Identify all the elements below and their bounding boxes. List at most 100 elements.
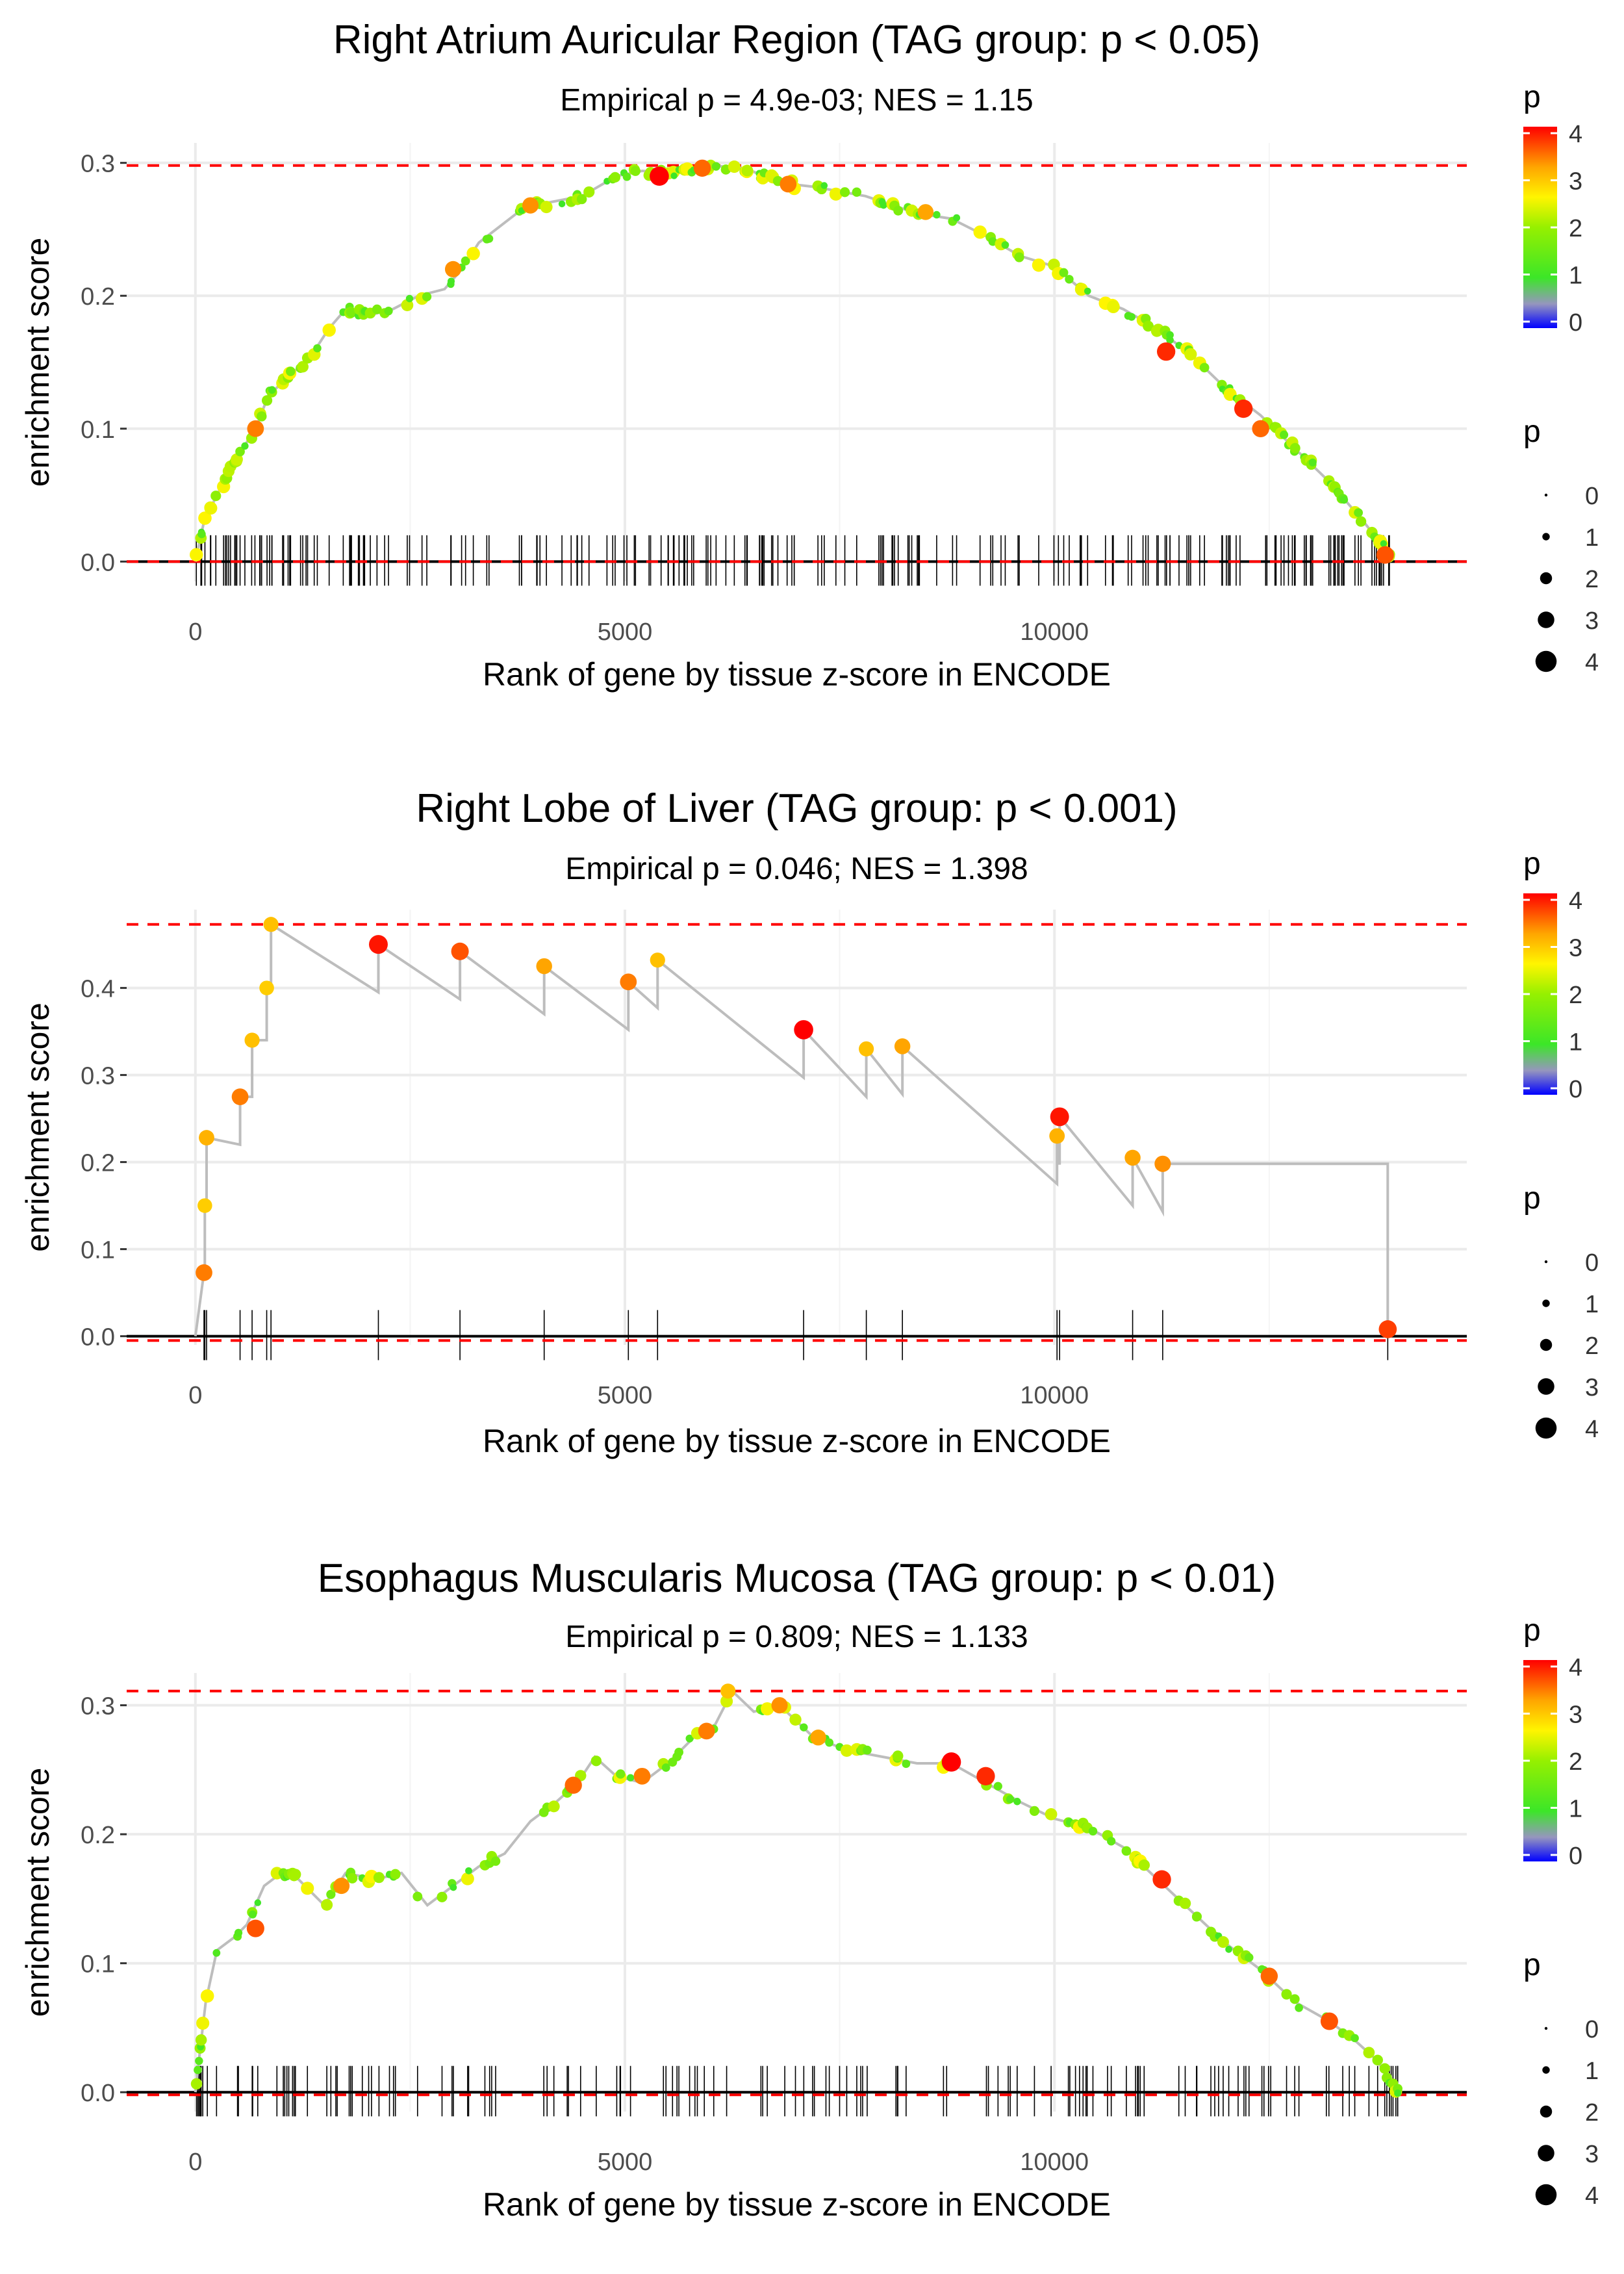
color-bar-label: 3 <box>1569 168 1582 196</box>
enrichment-point <box>1138 1859 1150 1871</box>
enrichment-point <box>1217 1935 1229 1948</box>
enrichment-point <box>1143 320 1154 332</box>
enrichment-point <box>1380 540 1388 547</box>
enrichment-point <box>197 530 206 539</box>
enrichment-point <box>461 1872 474 1885</box>
enrichment-point <box>1379 2063 1390 2074</box>
enrichment-point <box>1280 430 1289 439</box>
enrichment-point <box>1339 496 1349 504</box>
size-legend-label: 0 <box>1585 483 1599 510</box>
enrichment-point <box>244 1032 260 1048</box>
legend: p 4 3 2 1 0 p 0 1 2 3 4 <box>1523 1613 1599 2210</box>
enrichment-point <box>1308 458 1317 466</box>
enrichment-point <box>259 980 274 995</box>
size-legend-label: 2 <box>1585 2099 1599 2127</box>
enrichment-point <box>461 256 470 266</box>
enrichment-point <box>1245 1953 1254 1962</box>
enrichment-point <box>384 307 393 316</box>
enrichment-point <box>609 172 621 183</box>
enrichment-point <box>194 2065 202 2075</box>
enrichment-point-highlight <box>1252 420 1269 437</box>
y-tick-label: 0.3 <box>81 1693 115 1720</box>
enrichment-point <box>346 308 357 318</box>
enrichment-point <box>711 162 720 171</box>
enrichment-point <box>800 1723 808 1731</box>
color-bar-label: 4 <box>1569 1654 1582 1681</box>
enrichment-line <box>194 922 1389 1336</box>
y-axis-label: enrichment score <box>19 1003 56 1252</box>
x-tick-label: 10000 <box>1020 619 1089 646</box>
enrichment-point <box>829 187 843 201</box>
color-bar-label: 0 <box>1569 1843 1582 1870</box>
enrichment-point <box>1049 1128 1065 1144</box>
enrichment-point-highlight <box>633 1767 651 1785</box>
x-tick-label: 5000 <box>598 1382 653 1409</box>
enrichment-point-highlight <box>693 159 711 177</box>
enrichment-point-highlight <box>247 420 264 437</box>
enrichment-point <box>670 172 678 179</box>
enrichment-point <box>558 200 566 208</box>
enrichment-point <box>622 172 631 181</box>
enrichment-point <box>390 1869 401 1880</box>
size-legend-title: p <box>1523 415 1541 449</box>
legend: p 4 3 2 1 0 p 0 1 2 3 4 <box>1523 847 1599 1443</box>
size-legend-label: 4 <box>1585 1416 1599 1443</box>
enrichment-point <box>326 1889 336 1899</box>
enrichment-point <box>263 917 279 932</box>
size-legend-label: 3 <box>1585 607 1599 635</box>
enrichment-point-highlight <box>1152 1870 1171 1889</box>
enrichment-point <box>1363 2047 1375 2059</box>
enrichment-point <box>321 1898 333 1911</box>
size-legend-dot <box>1544 1260 1548 1264</box>
enrichment-point <box>902 1759 911 1769</box>
color-bar-label: 2 <box>1569 215 1582 242</box>
enrichment-point <box>1006 1795 1015 1804</box>
enrichment-point <box>1107 1837 1116 1846</box>
enrichment-point-highlight <box>650 166 669 186</box>
enrichment-point <box>198 511 212 525</box>
x-tick-label: 0 <box>188 1382 202 1409</box>
size-legend-dot <box>1535 2184 1557 2206</box>
enrichment-point <box>892 1750 904 1761</box>
size-legend-dot <box>1544 2026 1548 2030</box>
enrichment-point-highlight <box>565 1776 582 1794</box>
chart-subtitle: Empirical p = 0.809; NES = 1.133 <box>565 1620 1028 1654</box>
size-legend-label: 4 <box>1585 649 1599 676</box>
y-axis-label: enrichment score <box>19 1768 56 2017</box>
gridlines <box>127 143 1467 581</box>
enrichment-point-highlight <box>246 1919 264 1937</box>
enrichment-point <box>1032 258 1046 272</box>
enrichment-point <box>1088 1826 1098 1836</box>
enrichment-point <box>1128 313 1136 321</box>
enrichment-point <box>195 2056 203 2065</box>
color-legend-title: p <box>1523 847 1541 881</box>
enrichment-point <box>894 1038 911 1054</box>
enrichment-point <box>1191 1911 1202 1922</box>
color-bar-label: 3 <box>1569 1702 1582 1729</box>
enrichment-point <box>1354 508 1364 517</box>
enrichment-point <box>863 1745 872 1755</box>
enrichment-point <box>1351 2034 1359 2043</box>
size-legend-label: 2 <box>1585 1333 1599 1360</box>
size-legend-label: 3 <box>1585 1374 1599 1401</box>
enrichment-point-highlight <box>1376 546 1394 564</box>
enrichment-point <box>485 234 494 243</box>
enrichment-point <box>1059 268 1069 277</box>
x-tick-label: 10000 <box>1020 1382 1089 1409</box>
chart-title: Right Lobe of Liver (TAG group: p < 0.00… <box>416 786 1177 831</box>
enrichment-point <box>1121 1846 1132 1856</box>
enrichment-point <box>196 2016 210 2030</box>
enrichment-point <box>290 1869 301 1880</box>
size-legend-label: 1 <box>1585 1291 1599 1318</box>
enrichment-point <box>200 1989 214 2003</box>
enrichment-point <box>450 1884 457 1891</box>
size-legend-dot <box>1542 533 1550 541</box>
enrichment-point <box>973 225 987 239</box>
size-legend-dot <box>1538 611 1554 628</box>
enrichment-point <box>490 1856 501 1866</box>
enrichment-point <box>1295 2003 1303 2012</box>
enrichment-line <box>194 164 1391 562</box>
enrichment-point <box>422 292 432 301</box>
enrichment-point-highlight <box>941 1752 961 1772</box>
enrichment-point <box>412 1891 423 1902</box>
